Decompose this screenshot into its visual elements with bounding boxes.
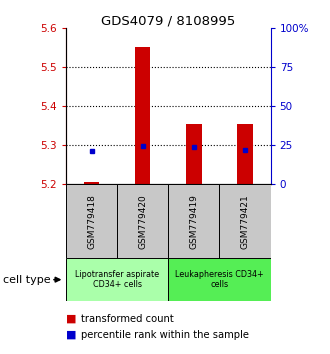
FancyBboxPatch shape	[117, 184, 168, 258]
FancyBboxPatch shape	[168, 184, 219, 258]
Text: transformed count: transformed count	[81, 314, 174, 324]
Bar	[84, 182, 99, 184]
Text: GSM779418: GSM779418	[87, 194, 96, 249]
FancyBboxPatch shape	[168, 258, 271, 301]
Text: GSM779419: GSM779419	[189, 194, 198, 249]
Text: ■: ■	[66, 314, 77, 324]
FancyBboxPatch shape	[66, 258, 168, 301]
Text: percentile rank within the sample: percentile rank within the sample	[81, 330, 249, 339]
FancyBboxPatch shape	[66, 184, 117, 258]
Text: cell type: cell type	[3, 275, 51, 285]
Bar	[186, 124, 202, 184]
Bar	[135, 47, 150, 184]
FancyBboxPatch shape	[219, 184, 271, 258]
Text: Lipotransfer aspirate
CD34+ cells: Lipotransfer aspirate CD34+ cells	[75, 270, 159, 289]
Title: GDS4079 / 8108995: GDS4079 / 8108995	[101, 14, 235, 27]
Text: GSM779421: GSM779421	[241, 194, 249, 249]
Text: ■: ■	[66, 330, 77, 339]
Text: GSM779420: GSM779420	[138, 194, 147, 249]
Bar	[237, 124, 253, 184]
Text: Leukapheresis CD34+
cells: Leukapheresis CD34+ cells	[175, 270, 264, 289]
